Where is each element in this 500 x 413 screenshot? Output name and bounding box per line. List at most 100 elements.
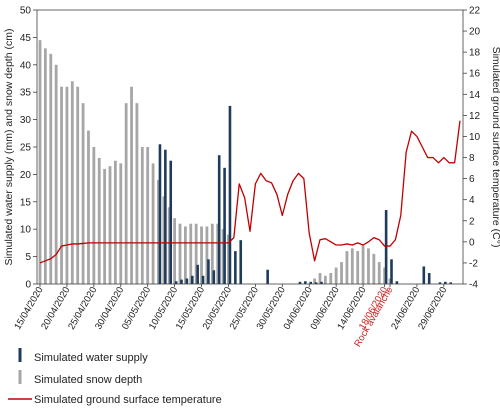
snow-depth-bar — [345, 251, 349, 284]
snow-depth-bar — [157, 179, 160, 284]
snow-depth-bar — [216, 223, 220, 284]
y-left-tick-label: 30 — [20, 115, 32, 126]
y-right-axis-title: Simulated ground surface temperature (C°… — [490, 47, 500, 248]
legend-water-swatch — [18, 348, 22, 362]
x-tick-labels: 15/04/202020/04/202025/04/202030/04/2020… — [12, 284, 449, 349]
snow-depth-bar — [173, 218, 177, 284]
water-supply-bar — [427, 273, 431, 284]
snow-depth-bar — [65, 86, 69, 284]
legend-water-label: Simulated water supply — [34, 352, 148, 364]
snow-depth-bar — [388, 278, 392, 284]
y-left-tick-label: 40 — [20, 60, 32, 71]
legend-temp-label: Simulated ground surface temperature — [34, 394, 222, 406]
water-supply-bar — [190, 275, 194, 284]
water-supply-bar — [390, 259, 393, 284]
legend-snow-swatch — [18, 370, 22, 384]
y-right-tick-label: 4 — [469, 195, 475, 206]
water-supply-bar — [298, 281, 302, 284]
snow-depth-bar — [49, 53, 53, 285]
y-left-tick-label: 25 — [20, 143, 32, 154]
snow-depth-bar — [124, 103, 128, 284]
water-supply-bar — [314, 282, 318, 284]
snow-depth-bar — [108, 166, 112, 284]
y-left-tick-label: 10 — [20, 225, 32, 236]
water-supply-bar — [395, 281, 399, 284]
snow-depth-bar — [383, 267, 387, 284]
snow-depth-bar — [189, 223, 193, 284]
water-supply-bar — [234, 251, 237, 284]
snow-depth-bar — [60, 86, 63, 284]
water-supply-bar — [304, 281, 307, 284]
snow-depth-bar — [377, 262, 381, 284]
y-right-tick-label: 22 — [469, 6, 481, 17]
snow-depth-bar — [103, 168, 107, 284]
water-supply-bar — [444, 281, 447, 284]
y-right-tick-label: 6 — [469, 174, 475, 185]
snow-depth-bar — [81, 103, 85, 284]
snow-depth-bar — [87, 130, 90, 284]
y-left-axis-title: Simulated water supply (mm) and snow dep… — [3, 29, 15, 266]
snow-depth-bar — [334, 267, 338, 284]
water-supply-bar — [169, 160, 173, 284]
y-left-tick-label: 35 — [20, 88, 32, 99]
y-right-tick-label: 14 — [469, 90, 481, 101]
y-right-tick-label: 20 — [469, 27, 481, 38]
water-supply-bar — [223, 167, 226, 284]
y-right-tick-label: 16 — [469, 69, 481, 80]
snow-depth-bar — [221, 229, 225, 284]
y-right-tick-label: 10 — [469, 132, 481, 143]
water-supply-bar — [266, 269, 269, 284]
snow-depth-bar — [313, 278, 317, 284]
snow-depth-bar — [43, 48, 47, 284]
water-supply-bar — [185, 278, 189, 284]
y-right-tick-label: -4 — [469, 280, 478, 291]
y-right-tick-label: 12 — [469, 111, 481, 122]
water-supply-bar — [212, 270, 216, 284]
temperature-line — [39, 120, 461, 264]
y-right-tick-label: -2 — [469, 258, 478, 269]
water-supply-bar — [449, 282, 453, 284]
snow-depth-bar — [135, 103, 139, 284]
snow-depth-bar — [227, 234, 230, 284]
snow-depth-bar — [97, 157, 101, 284]
water-supply-bar — [164, 149, 167, 284]
water-supply-bar — [207, 259, 210, 284]
legend-snow-label: Simulated snow depth — [34, 374, 142, 386]
snow-depth-bar — [361, 245, 365, 284]
y-right-tick-label: 18 — [469, 48, 481, 59]
snow-depth-bar — [350, 248, 354, 284]
snow-depth-bar — [38, 40, 42, 284]
temperature-line-group — [39, 120, 461, 264]
snow-depth-bar — [54, 64, 58, 284]
snow-depth-bar — [140, 147, 144, 284]
snow-depth-bar — [92, 147, 96, 284]
y-left-tick-label: 15 — [20, 197, 32, 208]
water-supply-bars — [158, 105, 453, 285]
water-supply-bar — [320, 281, 323, 284]
snow-depth-bar — [200, 226, 203, 284]
chart-axes: 0 5 10 15 20 25 30 35 40 45 50 -4 -2 0 2 4 6 8 10 12 14 16 18 2… — [3, 6, 500, 291]
y-left-tick-label: 45 — [20, 33, 32, 44]
water-supply-bar — [158, 144, 162, 284]
snow-depth-bar — [162, 196, 166, 284]
water-supply-bar — [384, 210, 388, 284]
water-supply-bar — [174, 281, 178, 284]
snow-depth-bar — [194, 223, 198, 284]
snow-depth-bar — [210, 223, 214, 284]
snow-depth-bar — [130, 86, 133, 284]
snow-depth-bar — [318, 273, 322, 284]
y-left-tick-label: 0 — [25, 280, 31, 291]
y-left-tick-label: 50 — [20, 6, 32, 17]
chart-legend: Simulated water supply Simulated snow dep… — [8, 348, 222, 406]
snow-depth-bar — [367, 248, 370, 284]
snow-depth-bar — [146, 147, 150, 284]
y-right-tick-label: 8 — [469, 153, 475, 164]
water-supply-bar — [239, 240, 243, 284]
snow-depth-bar — [340, 262, 343, 284]
snow-depth-bar — [323, 275, 327, 284]
water-supply-bar — [422, 266, 426, 284]
snow-depth-bar — [329, 273, 333, 284]
snow-depth-bar — [151, 163, 155, 284]
snow-depth-bar — [183, 226, 187, 284]
